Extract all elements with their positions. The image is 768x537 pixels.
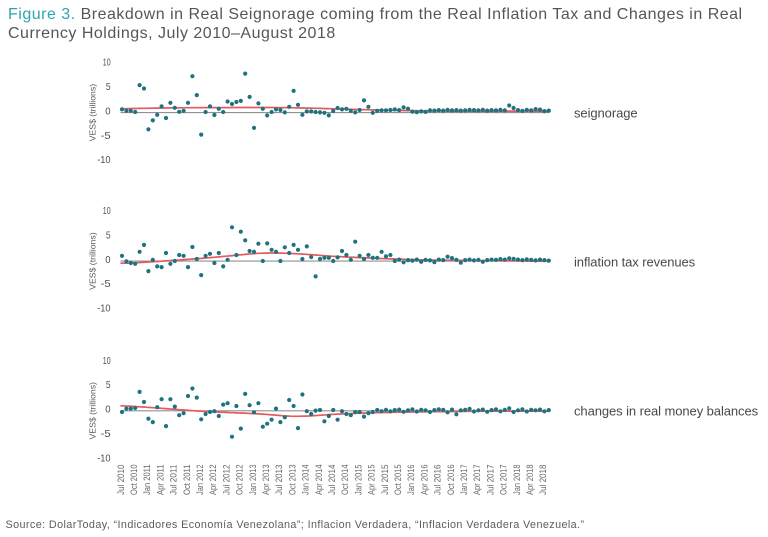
svg-text:seignorage: seignorage xyxy=(574,105,638,120)
svg-text:-10: -10 xyxy=(97,453,111,464)
svg-text:Oct 2013: Oct 2013 xyxy=(287,465,297,496)
svg-text:Jan 2016: Jan 2016 xyxy=(406,465,416,496)
svg-text:Jul 2014: Jul 2014 xyxy=(327,465,337,496)
svg-text:-10: -10 xyxy=(97,155,111,166)
svg-text:10: 10 xyxy=(103,58,111,69)
svg-text:Apr 2016: Apr 2016 xyxy=(419,465,429,496)
svg-text:Apr 2013: Apr 2013 xyxy=(261,465,271,496)
svg-text:VES$ (trillions): VES$ (trillions) xyxy=(88,382,98,440)
svg-text:Apr 2012: Apr 2012 xyxy=(208,465,218,496)
svg-text:Jan 2014: Jan 2014 xyxy=(301,465,311,496)
svg-text:0: 0 xyxy=(105,405,111,416)
svg-text:Oct 2011: Oct 2011 xyxy=(182,465,192,496)
svg-text:VES$ (trillions): VES$ (trillions) xyxy=(88,84,98,142)
svg-text:Jan 2017: Jan 2017 xyxy=(459,465,469,496)
svg-text:5: 5 xyxy=(106,82,111,93)
svg-text:5: 5 xyxy=(106,231,111,242)
svg-text:5: 5 xyxy=(106,380,111,391)
svg-text:0: 0 xyxy=(105,106,111,117)
svg-text:Jan 2011: Jan 2011 xyxy=(142,465,152,496)
svg-text:10: 10 xyxy=(103,206,111,217)
svg-text:Jul 2016: Jul 2016 xyxy=(433,465,443,496)
svg-text:0: 0 xyxy=(105,255,111,266)
svg-text:Jul 2018: Jul 2018 xyxy=(538,465,548,496)
svg-text:Oct 2014: Oct 2014 xyxy=(340,465,350,496)
svg-text:Apr 2018: Apr 2018 xyxy=(525,465,535,496)
svg-text:-10: -10 xyxy=(97,304,111,315)
svg-text:-5: -5 xyxy=(101,279,111,290)
svg-text:10: 10 xyxy=(103,356,111,367)
svg-text:VES$ (trillions): VES$ (trillions) xyxy=(88,232,98,290)
svg-text:Oct 2015: Oct 2015 xyxy=(393,465,403,496)
svg-text:Jan 2012: Jan 2012 xyxy=(195,465,205,496)
svg-text:Jul 2011: Jul 2011 xyxy=(169,465,179,496)
svg-text:Apr 2014: Apr 2014 xyxy=(314,465,324,496)
svg-text:Jan 2015: Jan 2015 xyxy=(353,465,363,496)
svg-text:changes in real money balances: changes in real money balances xyxy=(574,404,759,419)
svg-text:Apr 2011: Apr 2011 xyxy=(155,465,165,496)
svg-text:Jul 2012: Jul 2012 xyxy=(221,465,231,496)
svg-text:Apr 2015: Apr 2015 xyxy=(367,465,377,496)
svg-text:Jan 2018: Jan 2018 xyxy=(512,465,522,496)
svg-text:Oct 2010: Oct 2010 xyxy=(129,465,139,496)
svg-text:inflation tax revenues: inflation tax revenues xyxy=(574,254,696,269)
svg-text:Oct 2017: Oct 2017 xyxy=(499,465,509,496)
svg-text:-5: -5 xyxy=(101,131,111,142)
svg-text:Oct 2016: Oct 2016 xyxy=(446,465,456,496)
svg-text:Jul 2013: Jul 2013 xyxy=(274,465,284,496)
svg-text:Oct 2012: Oct 2012 xyxy=(235,465,245,496)
svg-text:Apr 2017: Apr 2017 xyxy=(472,465,482,496)
svg-text:Jul 2017: Jul 2017 xyxy=(485,465,495,496)
svg-text:Jan 2013: Jan 2013 xyxy=(248,465,258,496)
svg-text:Jul 2015: Jul 2015 xyxy=(380,465,390,496)
svg-text:Jul 2010: Jul 2010 xyxy=(116,465,126,496)
svg-text:-5: -5 xyxy=(101,429,111,440)
